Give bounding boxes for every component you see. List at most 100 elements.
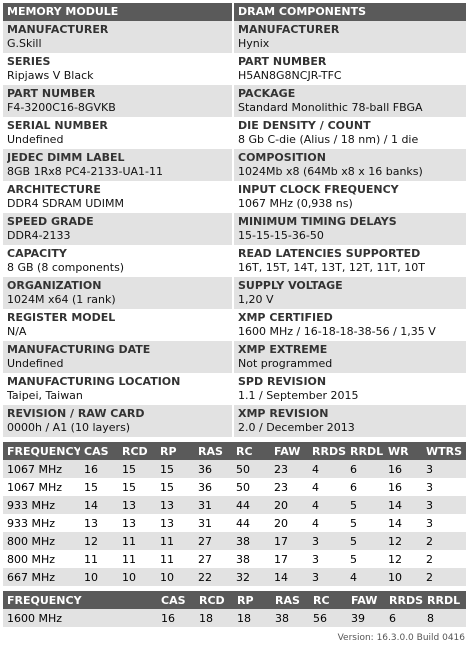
jedec-cell: 22	[194, 568, 232, 586]
xmp-cell: 8	[423, 609, 466, 627]
jedec-cell: 4	[308, 496, 346, 514]
field-value: 16T, 15T, 14T, 13T, 12T, 11T, 10T	[238, 261, 425, 274]
jedec-cell: 44	[232, 514, 270, 532]
field-label: SPEED GRADE	[7, 215, 94, 228]
jedec-cell: 38	[232, 550, 270, 568]
jedec-cell: 4	[308, 514, 346, 532]
dram-field: PART NUMBER H5AN8G8NCJR-TFC	[234, 53, 466, 85]
jedec-cell: 11	[156, 532, 194, 550]
jedec-cell: 13	[156, 514, 194, 532]
jedec-row: 933 MHz 14 13 13 31 44 20 4 5 14 3	[3, 496, 466, 514]
module-field: PART NUMBER F4-3200C16-8GVKB	[3, 85, 232, 117]
module-field: REGISTER MODEL N/A	[3, 309, 232, 341]
jedec-cell: 800 MHz	[3, 532, 80, 550]
jedec-cell: 933 MHz	[3, 496, 80, 514]
field-value: Not programmed	[238, 357, 333, 370]
info-row: ORGANIZATION 1024M x64 (1 rank) SUPPLY VOL…	[3, 277, 466, 309]
xmp-cell: 18	[195, 609, 233, 627]
field-value: 0000h / A1 (10 layers)	[7, 421, 131, 434]
jedec-cell: 38	[232, 532, 270, 550]
jedec-cell: 17	[270, 550, 308, 568]
jedec-cell: 15	[80, 478, 118, 496]
xmp-row: 1600 MHz 16 18 18 38 56 39 6 8	[3, 609, 466, 627]
jedec-cell: 31	[194, 496, 232, 514]
field-label: READ LATENCIES SUPPORTED	[238, 247, 421, 260]
jedec-cell: 3	[422, 478, 466, 496]
field-value: Taipei, Taiwan	[7, 389, 83, 402]
field-label: MANUFACTURING LOCATION	[7, 375, 181, 388]
field-value: 1067 MHz (0,938 ns)	[238, 197, 353, 210]
field-label: PART NUMBER	[7, 87, 96, 100]
field-value: Standard Monolithic 78-ball FBGA	[238, 101, 423, 114]
jedec-cell: 14	[384, 496, 422, 514]
info-row: MANUFACTURING LOCATION Taipei, Taiwan SPD …	[3, 373, 466, 405]
jedec-cell: 5	[346, 550, 384, 568]
memory-module-header: MEMORY MODULE	[3, 3, 232, 21]
jedec-cell: 15	[156, 478, 194, 496]
jedec-cell: 933 MHz	[3, 514, 80, 532]
module-field: CAPACITY 8 GB (8 components)	[3, 245, 232, 277]
module-field: MANUFACTURING DATE Undefined	[3, 341, 232, 373]
field-value: F4-3200C16-8GVKB	[7, 101, 116, 114]
xmp-cell: 6	[385, 609, 423, 627]
jedec-cell: 5	[346, 532, 384, 550]
field-value: 1024M x64 (1 rank)	[7, 293, 116, 306]
jedec-cell: 36	[194, 460, 232, 478]
module-field: SPEED GRADE DDR4-2133	[3, 213, 232, 245]
spd-report: MEMORY MODULE DRAM COMPONENTS MANUFACTUR…	[3, 3, 466, 627]
jedec-cell: 5	[346, 514, 384, 532]
jedec-cell: 13	[118, 514, 156, 532]
info-row: JEDEC DIMM LABEL 8GB 1Rx8 PC4-2133-UA1-11…	[3, 149, 466, 181]
field-label: MANUFACTURER	[7, 23, 109, 36]
jedec-row: 1067 MHz 15 15 15 36 50 23 4 6 16 3	[3, 478, 466, 496]
dram-field: XMP CERTIFIED 1600 MHz / 16-18-18-38-56 /…	[234, 309, 466, 341]
jedec-cell: 20	[270, 496, 308, 514]
field-value: DDR4 SDRAM UDIMM	[7, 197, 124, 210]
xmp-timing-table: FREQUENCY CAS RCD RP RAS RC FAW RRDS RRDL 1600 M…	[3, 591, 466, 627]
field-value: Undefined	[7, 357, 64, 370]
xmp-cell: 39	[347, 609, 385, 627]
jedec-cell: 1067 MHz	[3, 460, 80, 478]
field-value: 1.1 / September 2015	[238, 389, 359, 402]
jedec-cell: 23	[270, 478, 308, 496]
jedec-column-header: WTRS	[422, 442, 466, 460]
xmp-cell: 18	[233, 609, 271, 627]
jedec-cell: 4	[308, 478, 346, 496]
jedec-cell: 2	[422, 568, 466, 586]
jedec-cell: 14	[384, 514, 422, 532]
jedec-cell: 3	[422, 496, 466, 514]
xmp-cell: 16	[157, 609, 195, 627]
jedec-header-row: FREQUENCY CAS RCD RP RAS RC FAW RRDS RRDL WR WTRS	[3, 442, 466, 460]
xmp-column-header: FREQUENCY	[3, 591, 157, 609]
dram-field: MINIMUM TIMING DELAYS 15-15-15-36-50	[234, 213, 466, 245]
field-value: Ripjaws V Black	[7, 69, 94, 82]
dram-field: XMP EXTREME Not programmed	[234, 341, 466, 373]
jedec-cell: 27	[194, 550, 232, 568]
info-row: SPEED GRADE DDR4-2133 MINIMUM TIMING DELAY…	[3, 213, 466, 245]
jedec-cell: 17	[270, 532, 308, 550]
jedec-timing-table: FREQUENCY CAS RCD RP RAS RC FAW RRDS RRDL WR WTRS …	[3, 442, 466, 586]
jedec-column-header: RAS	[194, 442, 232, 460]
field-label: SUPPLY VOLTAGE	[238, 279, 343, 292]
info-row: PART NUMBER F4-3200C16-8GVKB PACKAGE Standa…	[3, 85, 466, 117]
jedec-cell: 15	[156, 460, 194, 478]
jedec-cell: 6	[346, 478, 384, 496]
jedec-cell: 800 MHz	[3, 550, 80, 568]
field-label: PART NUMBER	[238, 55, 327, 68]
module-field: SERIES Ripjaws V Black	[3, 53, 232, 85]
jedec-column-header: RRDL	[346, 442, 384, 460]
xmp-cell: 38	[271, 609, 309, 627]
jedec-cell: 10	[118, 568, 156, 586]
jedec-cell: 1067 MHz	[3, 478, 80, 496]
jedec-column-header: RP	[156, 442, 194, 460]
dram-field: DIE DENSITY / COUNT 8 Gb C-die (Alius / 1…	[234, 117, 466, 149]
jedec-column-header: RC	[232, 442, 270, 460]
info-row: REGISTER MODEL N/A XMP CERTIFIED 1600 MHz /…	[3, 309, 466, 341]
jedec-cell: 11	[118, 550, 156, 568]
section-header-row: MEMORY MODULE DRAM COMPONENTS	[3, 3, 466, 21]
jedec-cell: 16	[384, 460, 422, 478]
info-row: ARCHITECTURE DDR4 SDRAM UDIMM INPUT CLOCK …	[3, 181, 466, 213]
jedec-cell: 10	[156, 568, 194, 586]
field-value: 15-15-15-36-50	[238, 229, 324, 242]
jedec-cell: 44	[232, 496, 270, 514]
